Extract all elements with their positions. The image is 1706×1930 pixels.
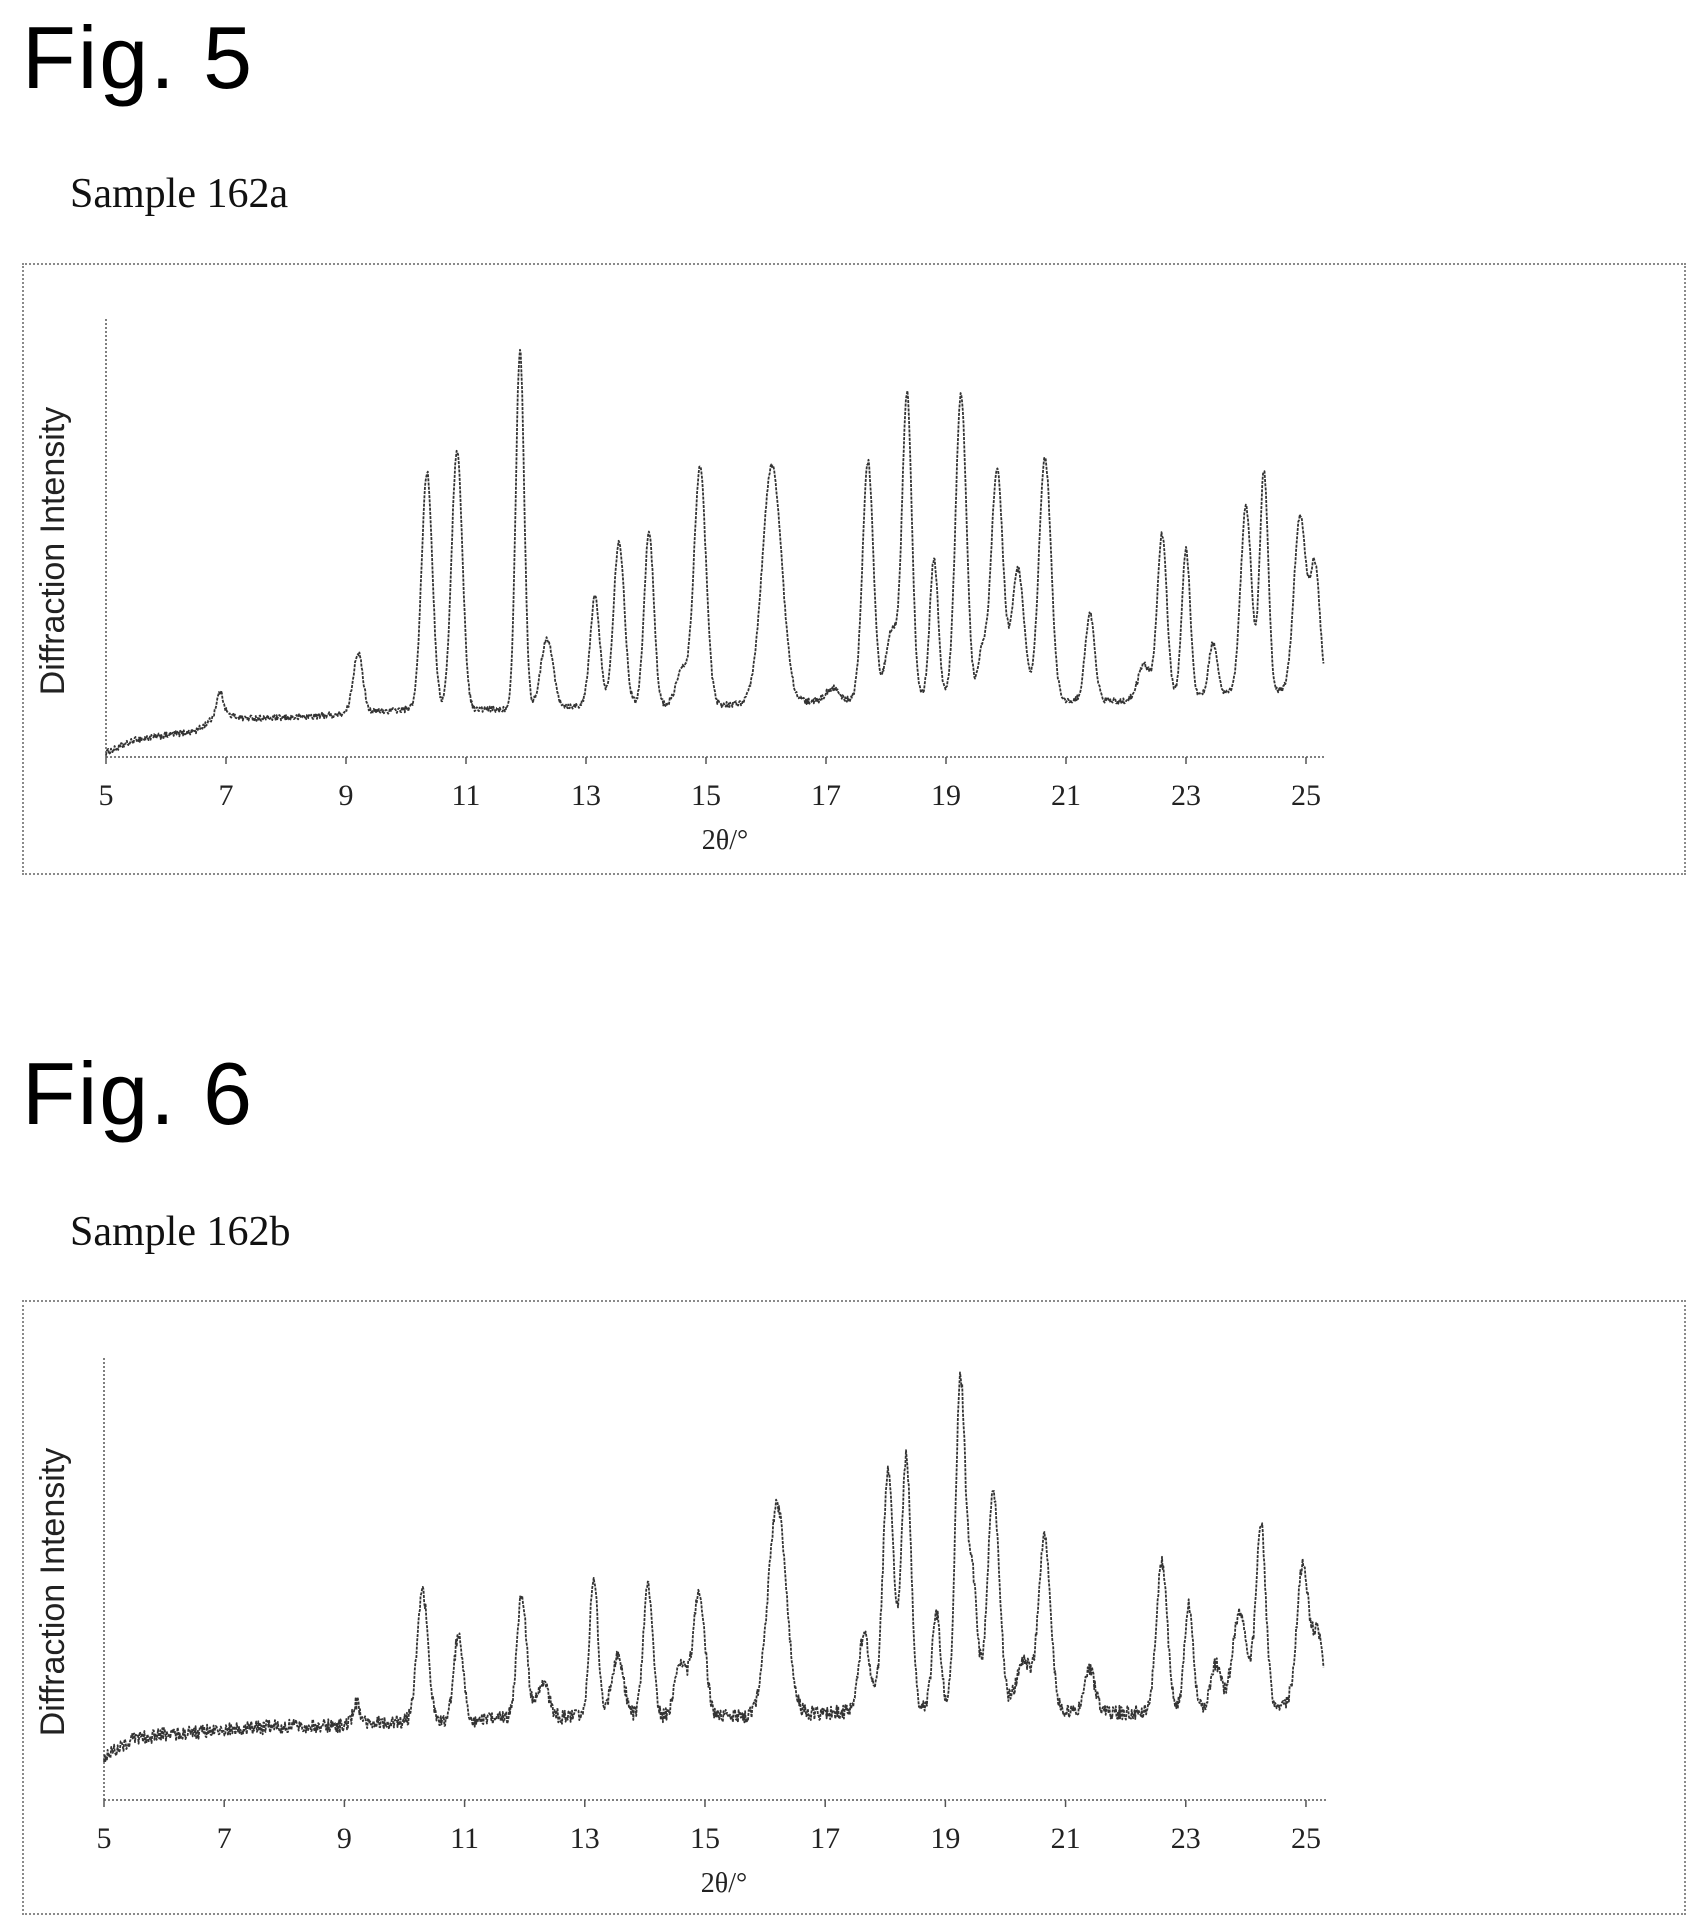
x-tick-label: 17 (811, 779, 841, 812)
diffraction-series-line (105, 348, 1325, 756)
figure-6-plot-frame: 5 7 9 11 13 15 17 19 21 23 25 2θ/° Diffraction Int… (22, 1300, 1686, 1915)
x-tick-label: 7 (217, 1822, 232, 1855)
x-tick-label: 21 (1051, 779, 1081, 812)
x-tick-label: 7 (219, 779, 234, 812)
x-tick-label: 15 (690, 1822, 720, 1855)
x-tick-label: 23 (1171, 779, 1201, 812)
y-axis-title: Diffraction Intensity (34, 407, 72, 696)
diffraction-series-line (103, 1371, 1325, 1762)
figure-5-label: Fig. 5 (22, 8, 255, 107)
x-tick-label: 13 (570, 1822, 600, 1855)
figure-5-plot-frame: 5 7 9 11 13 15 17 19 21 23 25 2θ/° Diffraction Int… (22, 263, 1686, 875)
x-tick-label: 13 (571, 779, 601, 812)
x-tick-label: 17 (810, 1822, 840, 1855)
x-tick-label: 5 (99, 779, 114, 812)
x-axis-title: 2θ/° (702, 825, 748, 856)
figure-6-label: Fig. 6 (22, 1044, 255, 1143)
x-tick-label: 5 (97, 1822, 112, 1855)
x-tick-label: 9 (337, 1822, 352, 1855)
figure-6-chart: 5 7 9 11 13 15 17 19 21 23 25 2θ/° Diffraction Int… (34, 1358, 1326, 1899)
x-tick-label: 19 (931, 779, 961, 812)
x-tick-label: 21 (1051, 1822, 1081, 1855)
x-tick-label: 19 (930, 1822, 960, 1855)
x-tick-label: 25 (1291, 1822, 1321, 1855)
y-axis-title: Diffraction Intensity (34, 1448, 72, 1737)
figure-5-sample-label: Sample 162a (70, 171, 289, 217)
figure-6-sample-label: Sample 162b (70, 1209, 291, 1255)
x-tick-label: 11 (450, 1822, 479, 1855)
x-tick-label: 11 (452, 779, 481, 812)
x-tick-label: 9 (339, 779, 354, 812)
x-tick-label: 25 (1291, 779, 1321, 812)
x-tick-label: 15 (691, 779, 721, 812)
x-tick-label: 23 (1171, 1822, 1201, 1855)
x-axis-title: 2θ/° (701, 1868, 747, 1899)
figure-5-chart: 5 7 9 11 13 15 17 19 21 23 25 2θ/° Diffraction Int… (34, 319, 1326, 856)
